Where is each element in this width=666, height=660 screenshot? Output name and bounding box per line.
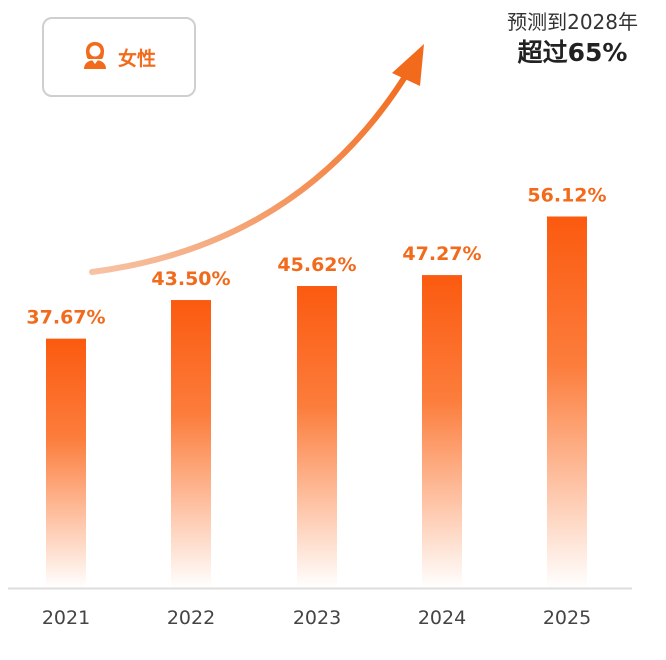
- x-tick-2022: 2022: [167, 607, 215, 629]
- x-tick-2023: 2023: [293, 607, 341, 629]
- bar-2023: [297, 286, 337, 588]
- bar-2022: [171, 300, 211, 588]
- bar-2024: [422, 275, 462, 588]
- legend-label: 女性: [117, 47, 156, 70]
- data-label-2022: 43.50%: [151, 268, 230, 290]
- x-tick-2021: 2021: [42, 607, 90, 629]
- data-label-2025: 56.12%: [527, 185, 606, 207]
- data-label-2023: 45.62%: [277, 254, 356, 276]
- forecast-highlight: 超过65%: [517, 38, 628, 67]
- data-label-2021: 37.67%: [26, 307, 105, 329]
- bar-2025: [547, 216, 587, 588]
- forecast-annotation: 预测到2028年 超过65%: [507, 8, 638, 70]
- forecast-text: 预测到2028年: [507, 10, 638, 34]
- bar-2021: [46, 338, 86, 588]
- legend-box: 女性: [42, 17, 196, 97]
- female-user-icon: [82, 40, 108, 74]
- trend-arrow-icon: [89, 44, 424, 275]
- data-label-2024: 47.27%: [402, 243, 481, 265]
- x-tick-2024: 2024: [418, 607, 466, 629]
- x-tick-2025: 2025: [543, 607, 591, 629]
